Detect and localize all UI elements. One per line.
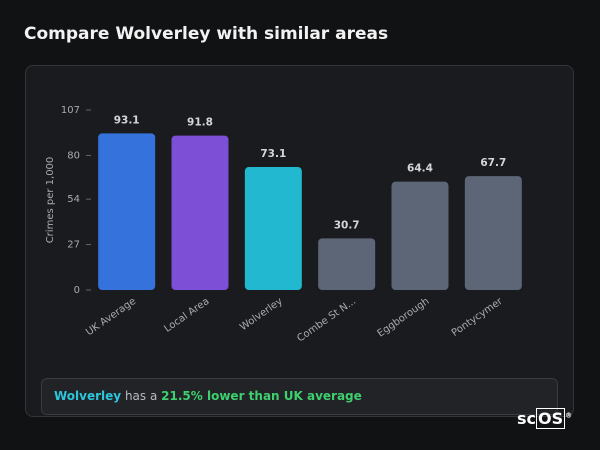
value-label: 73.1	[260, 148, 286, 160]
value-label: 93.1	[114, 114, 140, 126]
summary-area: Wolverley	[54, 389, 122, 403]
y-tick-label: 80	[67, 150, 80, 161]
logo-boxed: OS	[536, 408, 566, 429]
y-axis-label: Crimes per 1,000	[45, 157, 56, 244]
y-tick-label: 107	[61, 105, 80, 116]
x-tick-label: Pontycymer	[450, 295, 506, 339]
x-tick-label: UK Average	[84, 296, 138, 338]
y-tick-label: 27	[67, 240, 80, 251]
logo-left: sc	[517, 409, 537, 428]
summary: Wolverley has a 21.5% lower than UK aver…	[41, 378, 558, 415]
value-label: 64.4	[407, 163, 433, 175]
logo-mark: ®	[565, 411, 573, 420]
value-label: 30.7	[334, 219, 360, 231]
value-label: 67.7	[480, 157, 506, 169]
x-tick-label: Local Area	[162, 296, 211, 335]
value-label: 91.8	[187, 117, 213, 129]
bar	[98, 133, 156, 290]
summary-highlight: 21.5% lower than UK average	[161, 389, 362, 403]
x-tick-label: Wolverley	[238, 296, 285, 333]
y-tick-label: 54	[67, 194, 80, 205]
y-tick-label: 0	[74, 285, 80, 296]
summary-text: has a	[124, 389, 158, 403]
bar	[464, 176, 522, 290]
bar	[244, 167, 302, 290]
bar	[318, 238, 376, 290]
x-tick-label: Combe St N...	[295, 296, 358, 345]
bar	[171, 135, 229, 290]
logo: sc OS ®	[517, 408, 573, 429]
page-title: Compare Wolverley with similar areas	[24, 24, 389, 44]
bar	[391, 181, 449, 290]
x-tick-label: Eggborough	[376, 296, 432, 340]
